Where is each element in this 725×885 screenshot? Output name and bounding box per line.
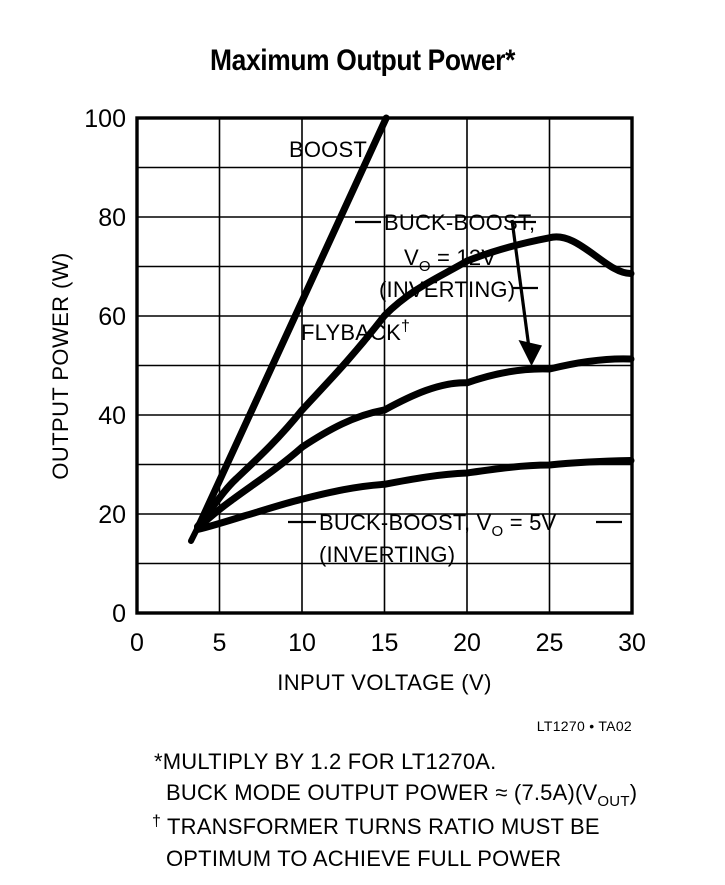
x-tick-25: 25 xyxy=(536,629,564,657)
dagger-marker-footnote: † xyxy=(152,813,161,830)
x-tick-10: 10 xyxy=(288,629,316,657)
x-tick-30: 30 xyxy=(618,629,646,657)
label-buck-boost-12v-line3: (INVERTING) xyxy=(379,277,515,302)
y-tick-60: 60 xyxy=(98,303,126,331)
footnote-star-line2-suffix: ) xyxy=(630,780,638,805)
part-code-label: LT1270 • TA02 xyxy=(537,718,632,734)
vo-value-12v: = 12V xyxy=(431,245,497,270)
x-tick-0: 0 xyxy=(130,629,144,657)
label-buck-boost-5v-prefix: BUCK-BOOST, V xyxy=(319,510,492,535)
curve-buck-boost-12v xyxy=(194,355,635,532)
vo-subscript-12v: O xyxy=(419,258,431,275)
footnote-dagger-line1-text: TRANSFORMER TURNS RATIO MUST BE xyxy=(161,814,600,839)
label-flyback-text: FLYBACK xyxy=(301,320,401,345)
x-tick-20: 20 xyxy=(453,629,481,657)
label-buck-boost-12v-line2: VO = 12V xyxy=(404,245,496,275)
arrow-to-buck-boost-12v xyxy=(510,219,542,366)
footnote-star-line1: *MULTIPLY BY 1.2 FOR LT1270A. xyxy=(154,749,496,774)
footnotes: *MULTIPLY BY 1.2 FOR LT1270A. BUCK MODE … xyxy=(152,749,637,871)
y-axis-tick-labels: 100 80 60 40 20 0 xyxy=(84,105,126,628)
vout-subscript: OUT xyxy=(597,793,629,810)
chart-title: Maximum Output Power* xyxy=(209,44,516,77)
x-axis-title: INPUT VOLTAGE (V) xyxy=(277,670,492,695)
vo-symbol-12v: V xyxy=(404,245,419,270)
y-tick-20: 20 xyxy=(98,501,126,529)
label-buck-boost-5v: BUCK-BOOST, VO = 5V (INVERTING) xyxy=(288,510,622,567)
label-buck-boost-5v-line1: BUCK-BOOST, VO = 5V xyxy=(319,510,557,540)
label-buck-boost-12v: BUCK-BOOST, VO = 12V (INVERTING) xyxy=(355,210,538,302)
y-tick-40: 40 xyxy=(98,402,126,430)
label-boost: BOOST xyxy=(289,137,367,162)
footnote-dagger-line1: † TRANSFORMER TURNS RATIO MUST BE xyxy=(152,813,600,839)
vo-subscript-5v: O xyxy=(492,523,504,540)
curve-buck-boost-5v xyxy=(194,457,635,533)
vo-value-5v: = 5V xyxy=(503,510,556,535)
y-tick-80: 80 xyxy=(98,204,126,232)
label-buck-boost-5v-line2: (INVERTING) xyxy=(319,542,455,567)
y-tick-0: 0 xyxy=(112,600,126,628)
arrow-head xyxy=(518,340,542,366)
label-flyback: FLYBACK† xyxy=(301,318,410,345)
footnote-dagger-line2: OPTIMUM TO ACHIEVE FULL POWER xyxy=(166,846,561,871)
x-tick-15: 15 xyxy=(371,629,399,657)
x-axis-tick-labels: 0 5 10 15 20 25 30 xyxy=(130,629,646,657)
curve-flyback xyxy=(194,233,635,530)
curve-boost xyxy=(194,114,390,532)
x-tick-5: 5 xyxy=(213,629,227,657)
arrow-shaft xyxy=(510,219,531,349)
label-buck-boost-12v-line1: BUCK-BOOST, xyxy=(384,210,535,235)
dagger-marker-flyback: † xyxy=(401,318,410,335)
data-curves xyxy=(188,114,635,544)
y-axis-title: OUTPUT POWER (W) xyxy=(48,252,73,479)
y-tick-100: 100 xyxy=(84,105,126,133)
footnote-star-line2-prefix: BUCK MODE OUTPUT POWER ≈ (7.5A)(V xyxy=(166,780,598,805)
footnote-star-line2: BUCK MODE OUTPUT POWER ≈ (7.5A)(VOUT) xyxy=(166,780,637,810)
